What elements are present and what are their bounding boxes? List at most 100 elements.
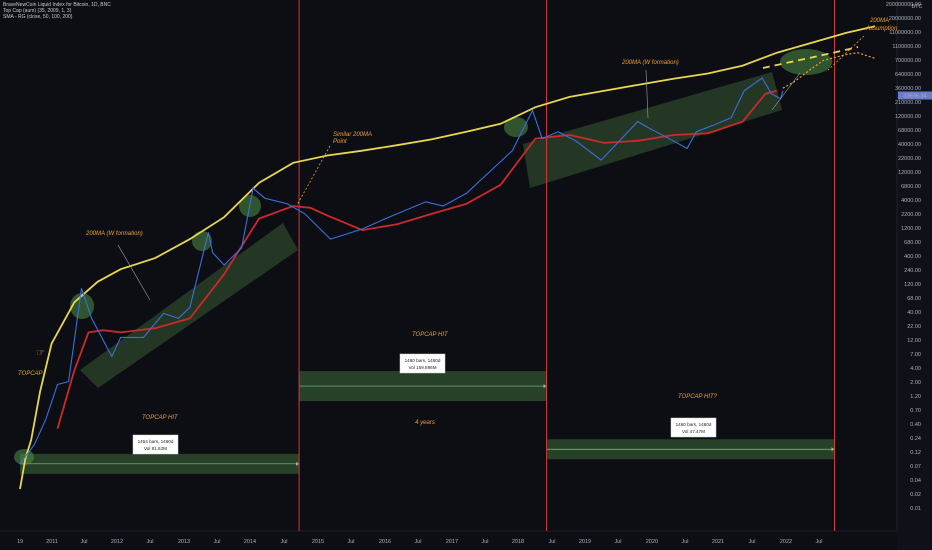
legend-sma[interactable]: SMA - RG (close, 50, 100, 200) — [3, 14, 73, 20]
annotation-similar-1: Similar 200MA — [333, 132, 372, 138]
y-tick-label: 700000.00 — [895, 58, 921, 64]
connector-assumption — [825, 35, 865, 73]
y-tick-label: 210000.00 — [895, 100, 921, 106]
x-tick-label: Jul — [548, 539, 555, 545]
y-tick-label: 680.00 — [904, 240, 921, 246]
y-tick-label: 0.24 — [910, 436, 921, 442]
annotation-ma-w-1: 200MA (W formation) — [85, 231, 143, 237]
y-tick-label: 0.40 — [910, 422, 921, 428]
y-tick-label: 640000.00 — [895, 72, 921, 78]
x-tick-label: 2019 — [579, 539, 591, 545]
y-tick-label: 360000.00 — [895, 86, 921, 92]
y-tick-label: 4000.00 — [901, 198, 921, 204]
y-tick-label: 1200.00 — [901, 226, 921, 232]
connector-3 — [771, 72, 801, 111]
y-tick-label: 40.00 — [907, 310, 921, 316]
legend-topcap[interactable]: Top Cap (aum) (35, 2009, 1, 3) — [3, 8, 72, 14]
x-tick-label: 2020 — [646, 539, 658, 545]
y-tick-label: 68.00 — [907, 296, 921, 302]
legend-symbol[interactable]: BraveNewCoin Liquid Index for Bitcoin, 1… — [3, 2, 111, 8]
legend: BraveNewCoin Liquid Index for Bitcoin, 1… — [3, 2, 111, 20]
measure-box-2-line2: Vol 159.896M — [408, 365, 436, 370]
x-tick-label: Jul — [80, 539, 87, 545]
measure-box-1 — [132, 434, 179, 455]
annotation-similar-2: Point — [333, 139, 347, 145]
channel-1 — [80, 223, 298, 388]
x-tick-label: 2013 — [178, 539, 190, 545]
y-tick-label: 0.70 — [910, 408, 921, 414]
x-tick-label: 2015 — [312, 539, 324, 545]
y-tick-label: 240.00 — [904, 268, 921, 274]
sma200-assumption-line — [782, 52, 876, 89]
range-arrow-3 — [831, 447, 835, 452]
y-tick-label: 22.00 — [907, 324, 921, 330]
connector-similar — [296, 145, 331, 206]
x-tick-label: 19 — [17, 539, 23, 545]
x-tick-label: Jul — [280, 539, 287, 545]
y-tick-label: 22000.00 — [898, 156, 921, 162]
y-tick-label: 20000000.00 — [889, 16, 921, 22]
topcap-projection — [762, 46, 859, 69]
y-tick-label: 6800.00 — [901, 184, 921, 190]
x-tick-label: 2012 — [111, 539, 123, 545]
annotation-assumption-1: 200MA — [869, 18, 889, 24]
highlight-ellipse-1 — [14, 449, 34, 465]
annotation-topcap-hit-3: TOPCAP HIT? — [678, 394, 718, 400]
x-tick-label: 2016 — [379, 539, 391, 545]
y-tick-label: 1100000.00 — [892, 44, 921, 50]
annotation-topcap-hit-1: TOPCAP HIT — [142, 415, 179, 421]
measure-box-1-line2: Vol 81.62M — [144, 446, 167, 451]
range-arrow-1 — [296, 461, 300, 466]
sma200-line — [56, 89, 778, 429]
y-tick-label: 120.00 — [904, 282, 921, 288]
y-tick-label: 0.01 — [910, 506, 921, 512]
measure-box-3 — [670, 417, 717, 438]
x-tick-label: Jul — [481, 539, 488, 545]
y-tick-label: 11000000.00 — [889, 30, 921, 36]
y-tick-label: 12000.00 — [898, 170, 921, 176]
y-axis-unit: BTC — [912, 4, 923, 10]
y-tick-label: 2200.00 — [901, 212, 921, 218]
price-tag-label: 33696.34 — [904, 93, 927, 99]
price-tag-box — [898, 91, 932, 100]
annotation-topcap-hit-2: TOPCAP HIT — [412, 332, 449, 338]
annotation-assumption-2: Assumption — [865, 26, 898, 32]
y-tick-label: 0.07 — [910, 464, 921, 470]
measure-box-3-line1: 1460 bars, 1460d — [676, 422, 712, 427]
x-tick-label: 2014 — [244, 539, 256, 545]
y-tick-label: 400.00 — [904, 254, 921, 260]
x-tick-label: Jul — [414, 539, 421, 545]
x-tick-label: 2022 — [780, 539, 792, 545]
y-tick-label: 120000.00 — [895, 114, 921, 120]
x-tick-label: 2018 — [512, 539, 524, 545]
highlight-ellipse-6 — [780, 49, 832, 75]
annotation-four-years: 4 years — [415, 420, 435, 426]
pointing-hand-icon: ☞ — [36, 348, 45, 359]
x-tick-label: Jul — [146, 539, 153, 545]
x-tick-label: Jul — [748, 539, 755, 545]
x-tick-label: 2011 — [46, 539, 58, 545]
measure-box-2 — [399, 353, 446, 374]
y-tick-label: 12.00 — [907, 338, 921, 344]
x-tick-label: Jul — [815, 539, 822, 545]
x-tick-label: Jul — [614, 539, 621, 545]
y-tick-label: 4.00 — [910, 366, 921, 372]
price-line — [19, 77, 784, 465]
y-tick-label: 2.00 — [910, 380, 921, 386]
measure-box-2-line1: 1460 bars, 1460d — [405, 358, 441, 363]
measure-box-3-line2: Vol 47.47M — [682, 429, 705, 434]
measure-box-1-line1: 1454 bars, 1460d — [138, 439, 174, 444]
y-tick-label: 1.20 — [910, 394, 921, 400]
y-tick-label: 68000.00 — [898, 128, 921, 134]
x-tick-label: Jul — [213, 539, 220, 545]
annotation-ma-w-2: 200MA (W formation) — [621, 60, 679, 66]
topcap-line — [19, 25, 876, 490]
y-tick-label: 7.00 — [910, 352, 921, 358]
connector-1 — [117, 244, 151, 301]
x-tick-label: 2017 — [446, 539, 458, 545]
connector-2 — [645, 69, 649, 119]
range-arrow-2 — [543, 384, 547, 389]
y-tick-label: 40000.00 — [898, 142, 921, 148]
